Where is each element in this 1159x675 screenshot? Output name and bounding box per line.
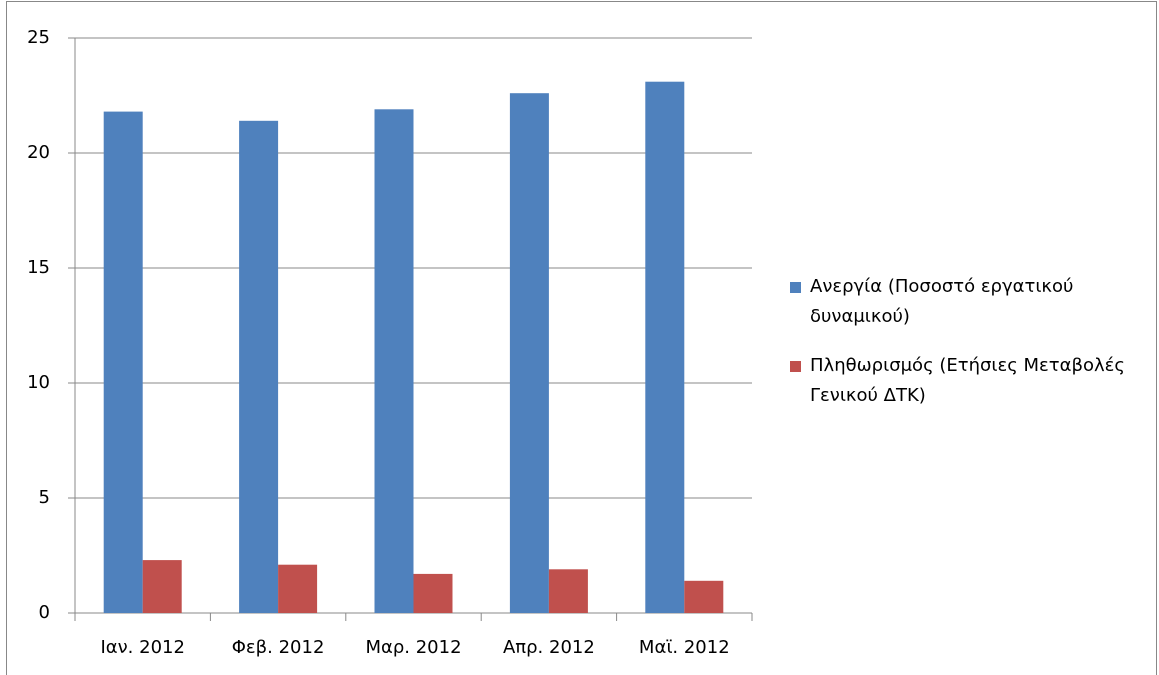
legend-swatch (790, 361, 801, 372)
x-tick-label: Μαρ. 2012 (365, 637, 461, 658)
y-tick-label: 25 (27, 27, 50, 48)
bar (142, 560, 182, 613)
bar (509, 93, 549, 613)
bar (645, 81, 685, 613)
x-tick-label: Μαϊ. 2012 (639, 637, 730, 658)
y-tick-label: 5 (39, 487, 50, 508)
bar (548, 569, 588, 613)
chart-border (6, 1, 1157, 675)
legend-label: Ανεργία (Ποσοστό εργατικού δυναμικού) (810, 276, 1074, 327)
bar (103, 111, 143, 613)
bar (684, 580, 724, 613)
y-tick-label: 15 (27, 257, 50, 278)
y-tick-label: 0 (39, 602, 50, 623)
legend-swatch (790, 282, 801, 293)
legend-item: Ανεργία (Ποσοστό εργατικού δυναμικού) (790, 272, 1145, 332)
bar (374, 109, 414, 614)
x-tick-label: Απρ. 2012 (503, 637, 595, 658)
bar (278, 564, 318, 613)
x-tick-label: Φεβ. 2012 (232, 637, 325, 658)
bar (413, 573, 453, 613)
legend-item: Πληθωρισμός (Ετήσιες Μεταβολές Γενικού Δ… (790, 351, 1145, 411)
legend-label: Πληθωρισμός (Ετήσιες Μεταβολές Γενικού Δ… (810, 355, 1125, 406)
x-tick-label: Ιαν. 2012 (100, 637, 184, 658)
y-tick-label: 10 (27, 372, 50, 393)
y-tick-label: 20 (27, 142, 50, 163)
bar (239, 120, 279, 614)
